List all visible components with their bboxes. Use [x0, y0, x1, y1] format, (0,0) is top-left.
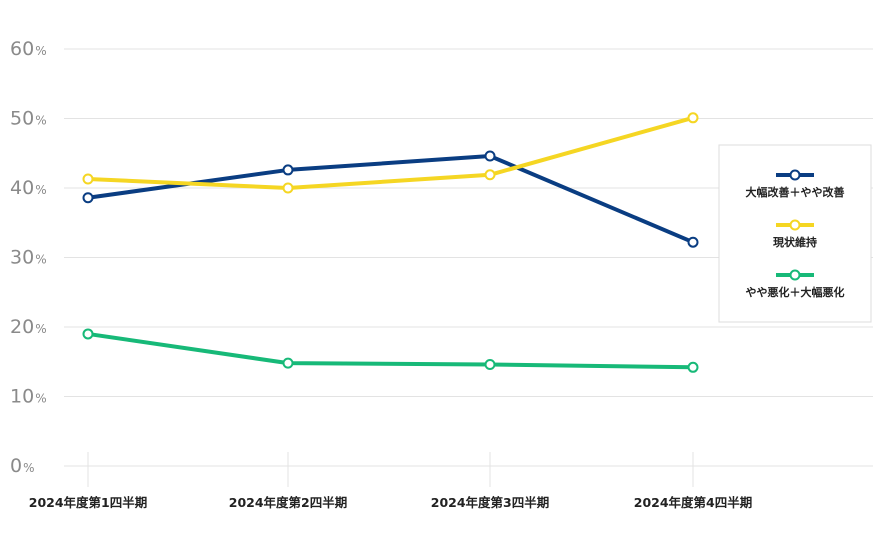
y-tick-label-20: 20%: [10, 316, 47, 338]
y-tick-value: 10: [10, 386, 34, 408]
data-point: [687, 112, 699, 124]
y-tick-label-50: 50%: [10, 108, 47, 130]
y-tick-label-30: 30%: [10, 247, 47, 269]
data-point: [82, 328, 94, 340]
y-tick-unit: %: [35, 322, 46, 336]
y-tick-value: 60: [10, 38, 34, 60]
y-axis: 0%10%20%30%40%50%60%: [10, 38, 47, 477]
y-tick-unit: %: [35, 183, 46, 197]
x-tick-label: 2024年度第3四半期: [431, 495, 550, 510]
series-3: [82, 328, 699, 373]
series-1: [82, 150, 699, 248]
gridlines: [64, 48, 873, 467]
series-line-1: [86, 154, 695, 245]
series-line-2: [86, 115, 695, 190]
legend-item-3: やや悪化＋大幅悪化: [746, 269, 845, 299]
data-point: [82, 192, 94, 204]
y-tick-label-60: 60%: [10, 38, 47, 60]
legend-item-2: 現状維持: [773, 219, 817, 249]
x-tick-label: 2024年度第4四半期: [634, 495, 753, 510]
y-tick-value: 30: [10, 247, 34, 269]
y-tick-unit: %: [35, 44, 46, 58]
y-tick-unit: %: [35, 392, 46, 406]
y-tick-unit: %: [23, 461, 34, 475]
data-point: [82, 173, 94, 185]
series-line-3: [86, 331, 695, 370]
y-tick-value: 20: [10, 316, 34, 338]
data-point: [282, 182, 294, 194]
y-tick-label-40: 40%: [10, 177, 47, 199]
data-point: [484, 169, 496, 181]
legend-swatch-marker: [789, 219, 801, 231]
data-point: [282, 164, 294, 176]
legend-swatch-marker: [789, 169, 801, 181]
series-2: [82, 112, 699, 194]
data-point: [687, 361, 699, 373]
y-tick-value: 0: [10, 455, 22, 477]
legend-item-1: 大幅改善＋やや改善: [746, 169, 845, 199]
y-tick-label-0: 0%: [10, 455, 35, 477]
legend-label: やや悪化＋大幅悪化: [746, 285, 845, 299]
y-tick-label-10: 10%: [10, 386, 47, 408]
y-tick-unit: %: [35, 253, 46, 267]
x-axis: 2024年度第1四半期 2024年度第2四半期 2024年度第3四半期 2024年度第…: [29, 495, 753, 510]
data-point: [687, 236, 699, 248]
x-axis-tick-marks: [87, 452, 694, 487]
legend-label: 現状維持: [773, 235, 817, 249]
y-tick-unit: %: [35, 114, 46, 128]
y-tick-value: 40: [10, 177, 34, 199]
series-group: [82, 112, 699, 373]
legend-label: 大幅改善＋やや改善: [746, 185, 845, 199]
data-point: [282, 357, 294, 369]
legend-swatch-marker: [789, 269, 801, 281]
x-tick-label: 2024年度第2四半期: [229, 495, 348, 510]
data-point: [484, 359, 496, 371]
data-point: [484, 150, 496, 162]
y-tick-value: 50: [10, 108, 34, 130]
x-tick-label: 2024年度第1四半期: [29, 495, 148, 510]
